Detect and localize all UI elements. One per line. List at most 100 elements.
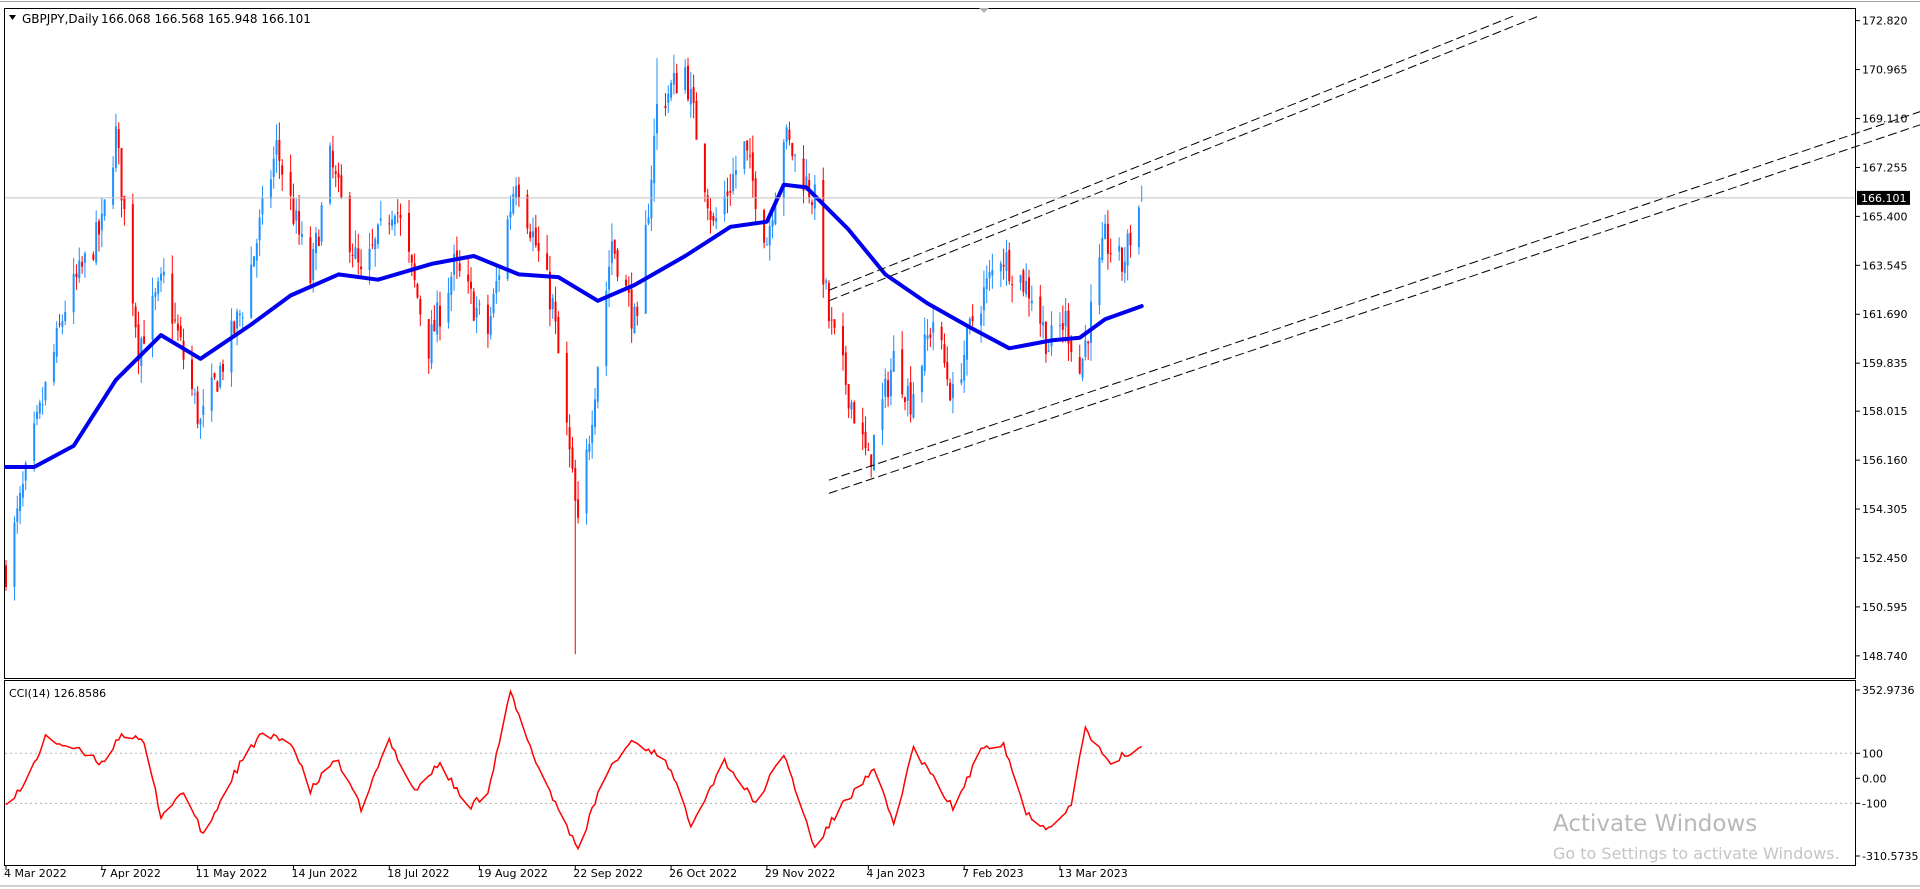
candle-body xyxy=(368,248,371,271)
candle-body xyxy=(605,290,608,366)
candle-body xyxy=(253,256,255,267)
candle-body xyxy=(1064,311,1067,327)
candle-body xyxy=(881,399,884,430)
time-label: 18 Jul 2022 xyxy=(387,867,449,880)
candle-body xyxy=(625,279,627,286)
candle-body xyxy=(98,221,100,235)
candle-body xyxy=(377,224,379,244)
candle-body xyxy=(1039,296,1042,324)
candle-body xyxy=(300,233,303,237)
candle-body xyxy=(329,145,332,204)
candle-body xyxy=(275,139,278,155)
candle-body xyxy=(123,196,126,210)
candle-body xyxy=(114,126,117,168)
candle-body xyxy=(374,239,377,250)
price-label: 161.690 xyxy=(1862,308,1908,321)
channel-layer xyxy=(5,15,1920,494)
candle-body xyxy=(1070,341,1073,353)
candle-body xyxy=(822,180,825,285)
candle-body xyxy=(36,411,38,420)
candle-body xyxy=(774,199,777,225)
chart-ohlc: 166.068 166.568 165.948 166.101 xyxy=(101,12,311,26)
candle-body xyxy=(689,88,692,105)
candle-body xyxy=(196,391,199,424)
time-label: 7 Apr 2022 xyxy=(100,867,161,880)
candle-body xyxy=(19,493,22,512)
price-label: 159.835 xyxy=(1862,357,1908,370)
price-label: 156.160 xyxy=(1862,454,1908,467)
candle-body xyxy=(399,214,402,218)
candle-body xyxy=(1137,207,1140,248)
candle-body xyxy=(926,335,929,340)
candle-body xyxy=(351,255,354,257)
candle-body xyxy=(354,247,357,259)
candle-body xyxy=(486,304,489,334)
candle-body xyxy=(75,273,78,278)
candle-body xyxy=(692,87,695,103)
candle-body xyxy=(873,434,875,471)
candle-body xyxy=(120,148,123,201)
collapse-triangle-icon[interactable] xyxy=(9,15,16,20)
candle-body xyxy=(887,380,890,398)
candle-body xyxy=(1050,325,1053,347)
candle-body xyxy=(427,319,430,359)
candle-body xyxy=(906,385,909,401)
candle-body xyxy=(706,195,709,209)
candle-body xyxy=(1047,350,1050,352)
candle-body xyxy=(675,73,678,94)
cci-line xyxy=(5,689,1143,851)
candle-body xyxy=(591,424,594,444)
candle-body xyxy=(768,226,771,246)
candle-body xyxy=(467,274,470,282)
time-axis: 4 Mar 2022 7 Apr 2022 11 May 2022 14 Jun 20… xyxy=(4,866,1128,880)
candle-body xyxy=(292,198,295,224)
price-label: 172.820 xyxy=(1862,15,1908,28)
candle-body xyxy=(81,262,84,267)
candle-body xyxy=(785,127,788,142)
candle-body xyxy=(340,175,343,198)
candle-body xyxy=(743,141,746,169)
candle-body xyxy=(946,361,949,380)
candle-body xyxy=(447,292,450,323)
indicator-label: CCI(14) 126.8586 xyxy=(9,687,106,700)
candle-body xyxy=(636,306,639,316)
time-label: 4 Jan 2023 xyxy=(866,867,925,880)
candle-body xyxy=(951,384,954,398)
candle-body xyxy=(726,191,729,196)
candle-body xyxy=(613,240,616,254)
candle-body xyxy=(360,266,363,270)
candle-body xyxy=(940,326,943,341)
candle-body xyxy=(588,443,591,453)
candle-body xyxy=(174,319,177,321)
candle-body xyxy=(557,316,560,354)
candle-body xyxy=(44,382,47,401)
candle-body xyxy=(160,273,162,281)
candle-body xyxy=(61,321,64,327)
candle-body xyxy=(52,351,55,383)
candle-body xyxy=(746,140,749,151)
candle-body xyxy=(498,275,501,281)
price-label: 148.740 xyxy=(1862,650,1908,663)
candle-body xyxy=(616,250,619,277)
candle-body xyxy=(21,483,24,498)
candle-body xyxy=(408,212,410,252)
cci-label: -310.5735 xyxy=(1862,850,1918,863)
cci-label: 0.00 xyxy=(1862,772,1887,785)
candle-body xyxy=(1044,321,1047,354)
current-price-label: 166.101 xyxy=(1861,192,1907,205)
channel-line-3 xyxy=(828,111,1920,481)
time-label: 22 Sep 2022 xyxy=(573,867,643,880)
candle-body xyxy=(281,165,284,175)
candle-body xyxy=(684,67,687,90)
candle-body xyxy=(78,260,81,279)
candle-body xyxy=(72,273,75,313)
cci-layer xyxy=(5,689,1855,851)
candle-body xyxy=(450,276,453,295)
candle-body xyxy=(92,254,95,260)
candle-body xyxy=(667,93,670,103)
time-label: 4 Mar 2022 xyxy=(4,867,67,880)
candle-body xyxy=(534,227,537,246)
candle-body xyxy=(633,306,636,334)
candle-body xyxy=(202,405,205,415)
